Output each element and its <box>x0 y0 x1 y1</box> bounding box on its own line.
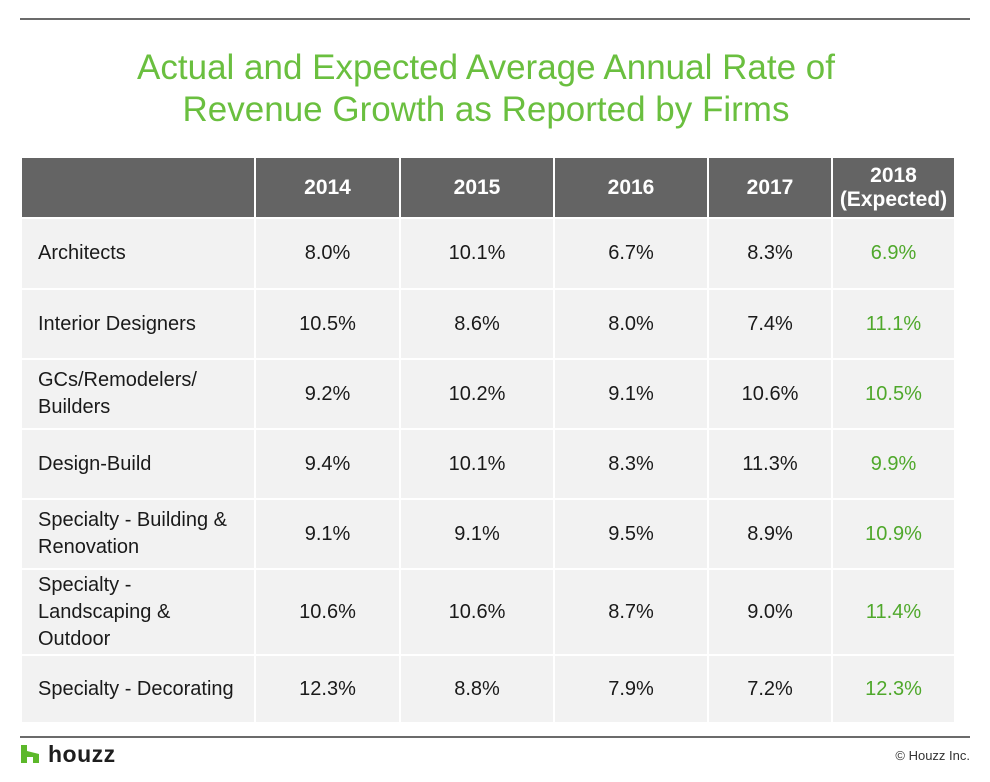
row-label-line: Specialty - <box>38 573 132 596</box>
bottom-divider <box>20 736 970 738</box>
row-label-line: Builders <box>38 396 111 418</box>
value-cell: 8.3% <box>555 430 707 498</box>
expected-value-cell: 9.9% <box>833 430 954 498</box>
row-label-line: GCs/Remodelers/ <box>38 369 197 391</box>
row-label-line: Landscaping & <box>38 600 171 623</box>
page-title: Actual and Expected Average Annual Rate … <box>0 47 972 131</box>
revenue-growth-table: 2014 2015 2016 2017 2018 (Expected) Arch… <box>20 156 956 724</box>
table-row: Specialty - Decorating 12.3% 8.8% 7.9% 7.2% 1… <box>22 656 954 722</box>
expected-value-cell: 10.9% <box>833 500 954 568</box>
value-cell: 8.0% <box>555 290 707 358</box>
value-cell: 9.2% <box>256 360 399 428</box>
value-cell: 8.7% <box>555 570 707 654</box>
copyright-notice: © Houzz Inc. <box>895 748 970 763</box>
value-cell: 9.4% <box>256 430 399 498</box>
value-cell: 9.1% <box>555 360 707 428</box>
value-cell: 10.5% <box>256 290 399 358</box>
header-2018-note: (Expected) <box>839 187 948 211</box>
value-cell: 10.1% <box>401 219 553 288</box>
row-label: Design-Build <box>22 430 254 498</box>
table-row: Specialty - Building & Renovation 9.1% 9.1%… <box>22 500 954 568</box>
value-cell: 7.4% <box>709 290 831 358</box>
row-label: Specialty - Building & Renovation <box>22 500 254 568</box>
header-cell-2017: 2017 <box>709 158 831 217</box>
title-line-2: Revenue Growth as Reported by Firms <box>182 90 790 129</box>
value-cell: 10.6% <box>401 570 553 654</box>
top-divider <box>20 18 970 20</box>
header-2018-year: 2018 <box>870 163 917 187</box>
row-label: GCs/Remodelers/Builders <box>22 360 254 428</box>
header-cell-category <box>22 158 254 217</box>
expected-value-cell: 11.4% <box>833 570 954 654</box>
table-row: Architects 8.0% 10.1% 6.7% 8.3% 6.9% <box>22 219 954 288</box>
value-cell: 7.9% <box>555 656 707 722</box>
value-cell: 8.9% <box>709 500 831 568</box>
value-cell: 9.0% <box>709 570 831 654</box>
logo-text: houzz <box>48 741 116 767</box>
header-cell-2016: 2016 <box>555 158 707 217</box>
value-cell: 8.0% <box>256 219 399 288</box>
row-label-line: Outdoor <box>38 627 111 650</box>
value-cell: 10.2% <box>401 360 553 428</box>
row-label-line: Renovation <box>38 536 140 558</box>
header-cell-2015: 2015 <box>401 158 553 217</box>
row-label-line: Specialty - Decorating <box>38 677 234 700</box>
expected-value-cell: 12.3% <box>833 656 954 722</box>
value-cell: 11.3% <box>709 430 831 498</box>
row-label-line: Design-Build <box>38 452 152 475</box>
row-label-line: Interior Designers <box>38 312 196 335</box>
header-row: 2014 2015 2016 2017 2018 (Expected) <box>22 158 954 217</box>
value-cell: 9.5% <box>555 500 707 568</box>
value-cell: 8.3% <box>709 219 831 288</box>
header-cell-2014: 2014 <box>256 158 399 217</box>
value-cell: 8.8% <box>401 656 553 722</box>
table-row: Specialty - Landscaping & Outdoor 10.6% 10.6… <box>22 570 954 654</box>
value-cell: 10.6% <box>709 360 831 428</box>
title-line-1: Actual and Expected Average Annual Rate … <box>137 48 835 87</box>
row-label: Interior Designers <box>22 290 254 358</box>
table-row: Interior Designers 10.5% 8.6% 8.0% 7.4% 11.1% <box>22 290 954 358</box>
expected-value-cell: 10.5% <box>833 360 954 428</box>
value-cell: 7.2% <box>709 656 831 722</box>
row-label: Specialty - Landscaping & Outdoor <box>22 570 254 654</box>
value-cell: 8.6% <box>401 290 553 358</box>
row-label-line: Specialty - Building & <box>38 509 227 531</box>
value-cell: 12.3% <box>256 656 399 722</box>
value-cell: 10.6% <box>256 570 399 654</box>
value-cell: 9.1% <box>256 500 399 568</box>
table-row: GCs/Remodelers/Builders 9.2% 10.2% 9.1% 10.6… <box>22 360 954 428</box>
row-label-line: Architects <box>38 242 126 264</box>
table-body: Architects 8.0% 10.1% 6.7% 8.3% 6.9% Interior … <box>22 219 954 722</box>
value-cell: 9.1% <box>401 500 553 568</box>
value-cell: 10.1% <box>401 430 553 498</box>
expected-value-cell: 11.1% <box>833 290 954 358</box>
houzz-logo-icon <box>21 745 39 763</box>
value-cell: 6.7% <box>555 219 707 288</box>
expected-value-cell: 6.9% <box>833 219 954 288</box>
header-cell-2018-expected: 2018 (Expected) <box>833 158 954 217</box>
table-row: Design-Build 9.4% 10.1% 8.3% 11.3% 9.9% <box>22 430 954 498</box>
row-label: Architects <box>22 219 254 288</box>
row-label: Specialty - Decorating <box>22 656 254 722</box>
houzz-logo: houzz <box>21 742 116 766</box>
